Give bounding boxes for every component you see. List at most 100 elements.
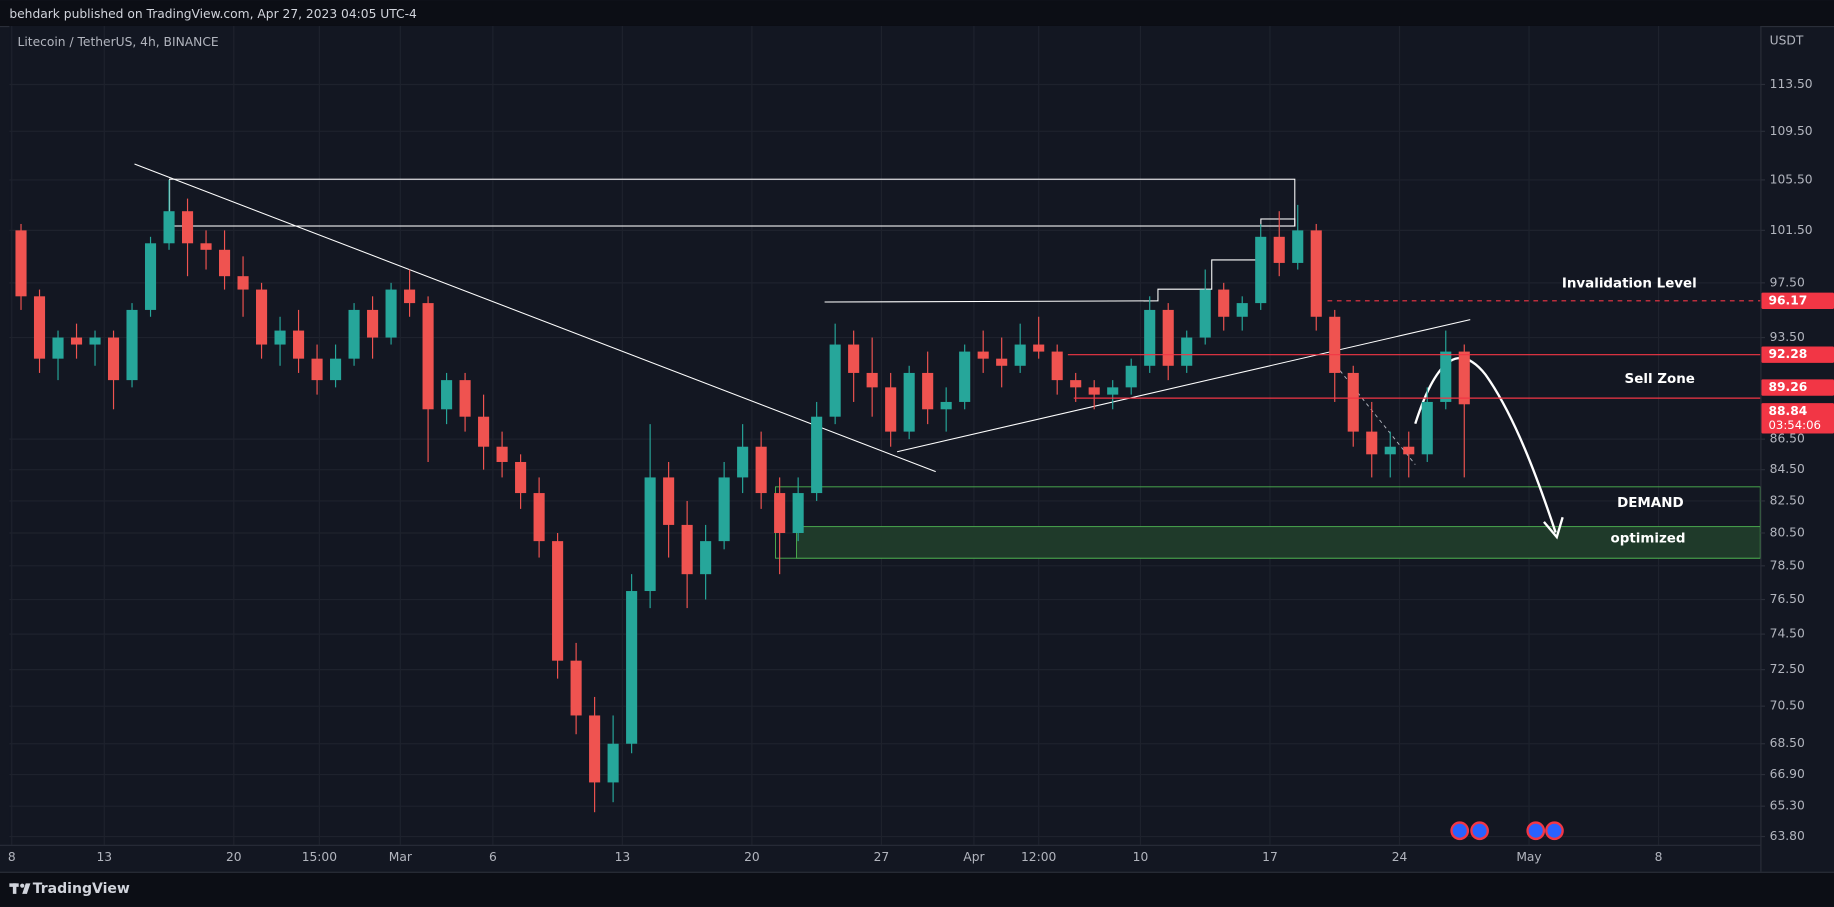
candle-body bbox=[774, 493, 786, 533]
candle-body bbox=[33, 296, 46, 359]
x-tick-label: Mar bbox=[389, 850, 413, 864]
candle-body bbox=[1144, 309, 1156, 366]
price-label-box bbox=[1761, 346, 1834, 363]
candle-body bbox=[1125, 365, 1137, 388]
candle-body bbox=[478, 416, 490, 447]
candle-body bbox=[533, 493, 545, 542]
candle-body bbox=[200, 243, 212, 250]
candle-body bbox=[1162, 309, 1174, 366]
candle-body bbox=[1236, 303, 1248, 317]
y-tick-label: 105.50 bbox=[1770, 172, 1813, 186]
highs-line bbox=[824, 259, 1261, 303]
candle-body bbox=[311, 358, 323, 381]
candle-body bbox=[1014, 344, 1026, 366]
event-icon bbox=[1470, 821, 1489, 841]
candle-body bbox=[1440, 351, 1452, 402]
candle-body bbox=[237, 276, 249, 290]
y-tick-label: 63.80 bbox=[1770, 829, 1805, 843]
event-icons bbox=[1450, 821, 1564, 841]
price-label: 88.84 bbox=[1769, 404, 1808, 418]
candle-body bbox=[848, 344, 860, 373]
candle-body bbox=[15, 230, 27, 297]
event-icon bbox=[1545, 821, 1564, 841]
candle-body bbox=[1384, 446, 1396, 455]
y-tick-label: 66.90 bbox=[1770, 767, 1805, 781]
price-label: 92.28 bbox=[1769, 347, 1808, 361]
candle-body bbox=[1458, 351, 1470, 405]
y-tick-label: 101.50 bbox=[1770, 223, 1813, 237]
x-tick-label: 13 bbox=[615, 850, 631, 864]
candle-body bbox=[829, 344, 841, 417]
candle-body bbox=[274, 330, 286, 345]
footer bbox=[0, 871, 1834, 907]
event-icon bbox=[1450, 821, 1470, 841]
x-tick-label: 6 bbox=[489, 850, 497, 864]
logo bbox=[9, 883, 31, 894]
candle-body bbox=[718, 477, 730, 542]
candle-body bbox=[89, 337, 101, 345]
candle-body bbox=[885, 387, 897, 432]
x-tick-label: 20 bbox=[226, 850, 242, 864]
y-tick-label: 113.50 bbox=[1770, 77, 1813, 91]
candle-body bbox=[107, 337, 120, 381]
candle-body bbox=[1199, 289, 1211, 338]
candle-body bbox=[570, 660, 582, 716]
logo-part bbox=[22, 883, 31, 894]
price-levels bbox=[1067, 300, 1761, 399]
y-tick-label: 70.50 bbox=[1770, 699, 1805, 713]
y-tick-label: 86.50 bbox=[1770, 432, 1805, 446]
candle-body bbox=[52, 337, 64, 359]
price-label: 96.17 bbox=[1769, 293, 1808, 307]
logo-part bbox=[12, 883, 17, 894]
annotation: Invalidation Level bbox=[1562, 276, 1697, 291]
brand: TradingView bbox=[33, 881, 130, 897]
top-bar bbox=[0, 0, 1834, 26]
candle-body bbox=[1329, 316, 1341, 373]
annotation: Sell Zone bbox=[1625, 372, 1695, 387]
x-tick-label: 8 bbox=[1655, 850, 1663, 864]
candle-body bbox=[218, 249, 231, 277]
plot-area bbox=[9, 25, 1761, 845]
candle-body bbox=[1051, 351, 1063, 381]
candle-body bbox=[663, 477, 675, 525]
supply-box-small bbox=[1260, 218, 1296, 227]
candle-body bbox=[70, 337, 83, 345]
publisher: behdark published on TradingView.com, Ap… bbox=[9, 7, 417, 21]
y-tick-label: 74.50 bbox=[1770, 627, 1805, 641]
arrow-head bbox=[1543, 516, 1564, 540]
candle-body bbox=[144, 243, 157, 310]
x-tick-label: 20 bbox=[744, 850, 760, 864]
y-tick-label: 93.50 bbox=[1770, 330, 1805, 344]
grid bbox=[9, 25, 1761, 845]
candle-body bbox=[922, 372, 934, 410]
x-tick-label: 17 bbox=[1262, 850, 1278, 864]
trend-line bbox=[134, 163, 936, 473]
y-tick-label: 76.50 bbox=[1770, 592, 1805, 606]
candle-body bbox=[700, 541, 712, 575]
candle-body bbox=[755, 446, 767, 494]
candle-body bbox=[1347, 372, 1359, 432]
price-label: 89.26 bbox=[1769, 380, 1808, 394]
logo-part bbox=[20, 883, 25, 888]
y-tick-label: 68.50 bbox=[1770, 736, 1805, 750]
candle-body bbox=[1421, 401, 1433, 455]
y-tick-label: 65.30 bbox=[1770, 799, 1805, 813]
y-axis-label: USDT bbox=[1770, 34, 1804, 48]
y-tick-label: 82.50 bbox=[1770, 493, 1805, 507]
candle-body bbox=[1033, 344, 1045, 352]
candle-body bbox=[367, 309, 379, 338]
candle-body bbox=[959, 351, 971, 402]
candle-body bbox=[256, 289, 268, 345]
candle-body bbox=[681, 524, 693, 575]
x-tick-label: 24 bbox=[1392, 850, 1408, 864]
event-icon bbox=[1526, 821, 1546, 841]
candle-body bbox=[1403, 446, 1415, 455]
y-tick-label: 84.50 bbox=[1770, 462, 1805, 476]
candle-body bbox=[1292, 230, 1304, 263]
candle-body bbox=[1088, 387, 1100, 395]
candles bbox=[15, 179, 1470, 813]
candle-body bbox=[126, 309, 138, 381]
price-label-box bbox=[1761, 379, 1834, 396]
y-tick-label: 80.50 bbox=[1770, 525, 1805, 539]
